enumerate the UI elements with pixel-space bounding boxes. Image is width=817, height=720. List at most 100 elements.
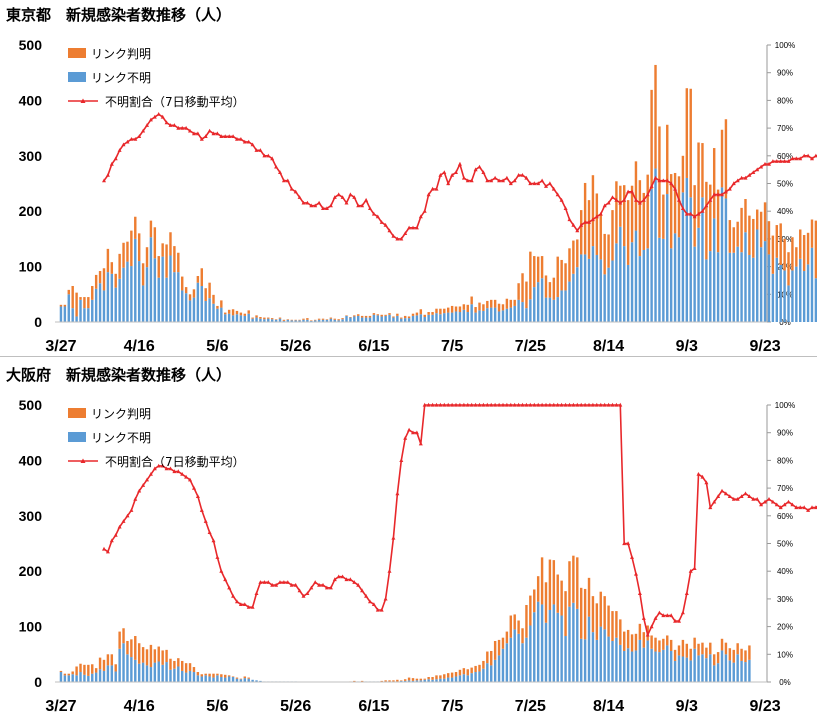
bar-linked xyxy=(239,678,243,680)
ratio-marker xyxy=(152,114,157,119)
bar-unlinked xyxy=(435,679,438,682)
ratio-marker xyxy=(602,402,607,407)
bar-linked xyxy=(787,252,790,286)
bar-unlinked xyxy=(576,608,579,682)
bar-unlinked xyxy=(400,680,403,682)
bar-linked xyxy=(71,285,74,309)
bar-unlinked xyxy=(540,278,544,322)
bar-linked xyxy=(450,305,454,313)
ratio-marker xyxy=(794,505,799,510)
bar-unlinked xyxy=(509,637,513,682)
bar-unlinked xyxy=(587,258,591,322)
ratio-marker xyxy=(250,605,255,609)
bar-linked xyxy=(466,669,469,676)
bar-unlinked xyxy=(740,660,743,682)
bar-unlinked xyxy=(321,319,325,322)
bar-unlinked xyxy=(87,675,90,682)
bar-linked xyxy=(419,309,423,315)
bar-linked xyxy=(427,312,430,315)
ratio-marker xyxy=(285,178,290,183)
bar-unlinked xyxy=(666,194,669,322)
bar-linked xyxy=(611,210,614,261)
bar-unlinked xyxy=(576,267,579,322)
bar-unlinked xyxy=(783,270,786,322)
ratio-marker xyxy=(489,402,494,407)
ratio-marker xyxy=(457,161,462,166)
bar-unlinked xyxy=(662,649,665,682)
bar-linked xyxy=(779,223,782,265)
bar-unlinked xyxy=(380,316,383,322)
bar-unlinked xyxy=(599,259,602,322)
bar-linked xyxy=(380,314,383,317)
bar-linked xyxy=(458,306,462,313)
bar-linked xyxy=(619,185,622,227)
bar-linked xyxy=(204,673,207,676)
ratio-marker xyxy=(164,466,169,471)
bar-linked xyxy=(806,232,810,265)
bar-linked xyxy=(376,314,380,316)
bar-linked xyxy=(102,659,106,671)
bar-linked xyxy=(196,276,200,283)
bar-linked xyxy=(501,637,505,649)
bar-linked xyxy=(466,304,469,313)
ratio-marker xyxy=(352,580,357,584)
bar-linked xyxy=(419,678,423,681)
bar-linked xyxy=(666,635,669,646)
bar-linked xyxy=(137,643,141,664)
bar-unlinked xyxy=(423,317,426,322)
ratio-marker xyxy=(414,430,419,435)
ratio-marker xyxy=(798,156,803,161)
ratio-marker xyxy=(238,602,243,606)
y-tick-label: 200 xyxy=(19,563,43,579)
bar-linked xyxy=(513,299,516,306)
ratio-marker xyxy=(735,497,740,501)
bar-linked xyxy=(337,319,340,321)
bar-linked xyxy=(274,319,278,320)
ratio-marker xyxy=(704,203,709,208)
x-tick-label: 7/5 xyxy=(441,698,463,715)
bar-linked xyxy=(126,241,129,262)
bar-linked xyxy=(810,219,814,248)
bar-unlinked xyxy=(251,679,254,682)
ratio-marker xyxy=(348,192,353,197)
ratio-marker xyxy=(242,602,247,606)
bar-unlinked xyxy=(141,285,145,322)
bar-linked xyxy=(626,629,630,649)
ratio-marker xyxy=(344,200,349,205)
bar-unlinked xyxy=(701,197,704,322)
ratio-marker xyxy=(712,499,717,504)
bar-unlinked xyxy=(697,655,700,682)
bar-linked xyxy=(87,297,90,309)
ratio-marker xyxy=(454,170,458,174)
legend-label-ratio: 不明割合（7日移動平均） xyxy=(105,94,245,109)
bar-linked xyxy=(118,631,121,649)
ratio-marker xyxy=(336,192,341,197)
ratio-marker xyxy=(430,186,435,191)
bar-linked xyxy=(353,315,356,317)
ratio-marker xyxy=(348,577,353,582)
bar-unlinked xyxy=(106,665,110,682)
ratio-marker xyxy=(418,214,423,219)
ratio-marker xyxy=(532,402,537,407)
legend-swatch-unlinked xyxy=(68,72,86,82)
bar-unlinked xyxy=(521,643,524,682)
ratio-marker xyxy=(399,236,404,241)
bar-unlinked xyxy=(110,665,114,682)
bar-linked xyxy=(689,88,692,198)
ratio-marker xyxy=(731,497,736,501)
bar-linked xyxy=(181,660,184,671)
ratio-marker xyxy=(528,181,533,186)
bar-unlinked xyxy=(583,254,587,322)
ratio-marker xyxy=(328,203,333,208)
bar-unlinked xyxy=(337,320,340,322)
ratio-marker xyxy=(755,497,760,501)
bar-linked xyxy=(591,596,595,633)
y2-tick-label: 20% xyxy=(777,623,793,632)
bar-unlinked xyxy=(689,197,692,322)
bar-unlinked xyxy=(59,672,63,682)
ratio-marker xyxy=(547,181,552,186)
bar-unlinked xyxy=(91,673,94,682)
bar-unlinked xyxy=(669,650,673,682)
bar-unlinked xyxy=(137,261,141,322)
ratio-marker xyxy=(223,134,228,138)
